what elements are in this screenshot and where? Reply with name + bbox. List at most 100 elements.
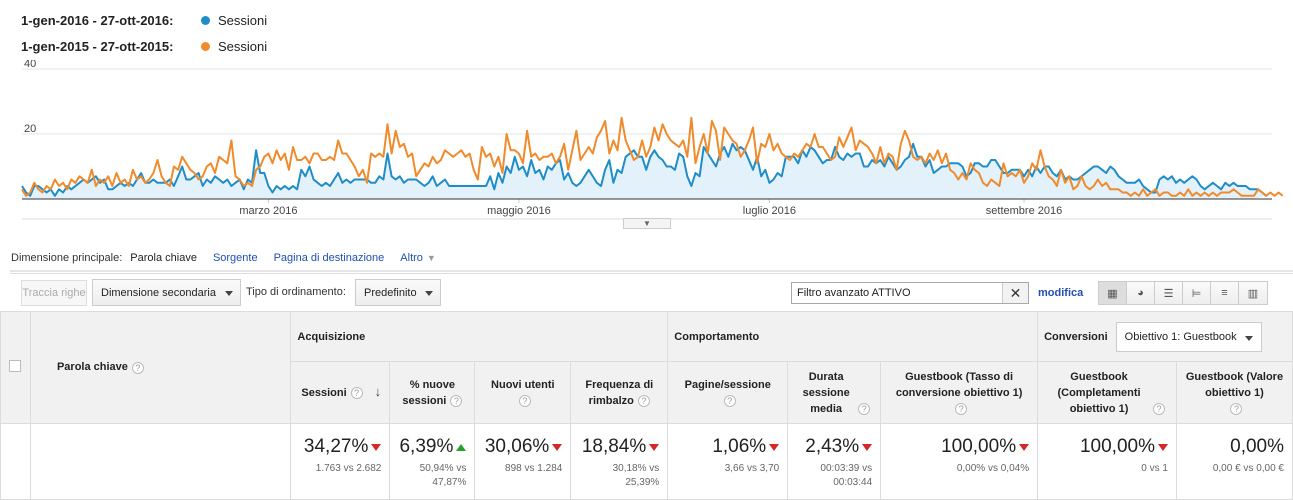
summary-cell-new-users: 30,06% 898 vs 1.284 <box>474 423 572 500</box>
help-icon[interactable]: ? <box>637 394 650 407</box>
column-header-bounce-rate[interactable]: Frequenza di rimbalzo? <box>570 361 669 424</box>
column-header-goal-value[interactable]: Guestbook (Valore obiettivo 1)? <box>1175 361 1293 424</box>
series-line-previous <box>21 116 1284 197</box>
goal-dropdown[interactable]: Obiettivo 1: Guestbook <box>1115 321 1262 352</box>
summary-percent-sessions: 34,27% <box>303 436 369 457</box>
series-line-current <box>21 142 1267 197</box>
column-label-pages-session: Pagine/sessione <box>684 378 771 391</box>
legend-dot-current <box>201 15 210 25</box>
column-label-goal-value: Guestbook (Valore obiettivo 1) <box>1185 370 1284 399</box>
summary-percent-new-sessions: 6,39% <box>399 436 454 457</box>
advanced-filter-text: Filtro avanzato ATTIVO <box>797 287 911 299</box>
group-behavior: Comportamento <box>667 311 1039 362</box>
column-label-new-users: Nuovi utenti <box>491 378 555 391</box>
summary-value-bounce-rate: 18,84% <box>571 436 660 458</box>
primary-dimension-row: Dimensione principale: Parola chiave Sor… <box>11 252 452 264</box>
comparison-view-icon[interactable]: ⊨ <box>1183 282 1211 304</box>
trend-down-icon <box>862 443 873 451</box>
x-tick-label: luglio 2016 <box>743 205 796 217</box>
summary-value-pages-session: 1,06% <box>668 436 780 458</box>
summary-cell-avg-duration: 2,43% 00:03:39 vs 00:03:44 <box>787 423 882 500</box>
chevron-down-icon <box>425 291 433 296</box>
column-header-goal-rate[interactable]: Guestbook (Tasso di conversione obiettiv… <box>880 361 1039 424</box>
legend-series-previous: Sessioni <box>218 38 268 54</box>
summary-percent-pages-session: 1,06% <box>712 436 767 457</box>
dimension-more[interactable]: Altro ▼ <box>400 252 436 264</box>
help-icon[interactable]: ? <box>350 387 363 400</box>
summary-compare-pages-session: 3,66 vs 3,70 <box>724 463 780 474</box>
select-all-cell <box>0 311 31 424</box>
column-header-pages-session[interactable]: Pagine/sessione? <box>667 361 789 424</box>
summary-value-goal-value: 0,00% <box>1177 436 1284 458</box>
sort-type-value: Predefinito <box>364 286 417 299</box>
summary-compare-new-users: 898 vs 1.284 <box>505 463 563 474</box>
summary-cell-new-sessions: 6,39% 50,94% vs 47,87% <box>389 423 476 500</box>
column-header-sessions[interactable]: Sessioni? ↓ <box>290 361 391 424</box>
dimension-keyword[interactable]: Parola chiave <box>130 252 197 264</box>
help-icon[interactable]: ? <box>518 394 531 407</box>
summary-percent-goal-completions: 100,00% <box>1079 436 1155 457</box>
column-label-bounce-rate: Frequenza di rimbalzo <box>585 378 654 407</box>
sort-down-arrow-icon[interactable]: ↓ <box>374 384 382 399</box>
performance-view-icon[interactable]: ☰ <box>1155 282 1183 304</box>
y-tick-label-20: 20 <box>24 123 36 135</box>
conversions-label: Conversioni <box>1044 330 1108 343</box>
legend-range-current: 1-gen-2016 - 27-ott-2016: <box>21 12 174 28</box>
y-tick-label-40: 40 <box>24 60 36 70</box>
summary-checkbox-cell <box>0 423 31 500</box>
series-area-current <box>22 143 1267 199</box>
plot-rows-button[interactable]: Traccia righe <box>21 280 87 306</box>
legend-series-current: Sessioni <box>218 12 268 28</box>
table-view-icon[interactable]: ▦ <box>1099 282 1127 304</box>
chevron-down-icon <box>225 291 233 296</box>
keyword-column-label: Parola chiave <box>56 361 128 374</box>
trend-up-icon <box>456 443 467 451</box>
sort-type-label: Tipo di ordinamento: <box>246 286 346 298</box>
column-header-new-users[interactable]: Nuovi utenti? <box>474 361 572 424</box>
trend-down-icon <box>371 443 382 451</box>
summary-percent-bounce-rate: 18,84% <box>581 436 647 457</box>
column-label-new-sessions: % nuove sessioni <box>402 378 455 407</box>
pivot-view-icon[interactable]: ▥ <box>1239 282 1267 304</box>
summary-value-new-users: 30,06% <box>475 436 563 458</box>
help-icon[interactable]: ? <box>858 402 871 415</box>
term-cloud-view-icon[interactable]: ≡ <box>1211 282 1239 304</box>
summary-cell-goal-value: 0,00% 0,00 € vs 0,00 € <box>1175 423 1293 500</box>
summary-percent-new-users: 30,06% <box>484 436 550 457</box>
group-conversions: Conversioni Obiettivo 1: Guestbook <box>1037 311 1293 362</box>
trend-down-icon <box>1019 443 1030 451</box>
secondary-dimension-dropdown[interactable]: Dimensione secondaria <box>92 279 241 306</box>
x-tick-label: settembre 2016 <box>986 205 1062 217</box>
pie-view-icon[interactable]: ◕ <box>1127 282 1155 304</box>
sort-type-dropdown[interactable]: Predefinito <box>355 279 441 306</box>
legend-range-previous: 1-gen-2015 - 27-ott-2015: <box>21 38 174 54</box>
table-toolbar: Traccia righe Dimensione secondaria Tipo… <box>10 273 1293 311</box>
close-icon[interactable]: ✕ <box>1002 283 1028 303</box>
column-label-sessions: Sessioni <box>301 387 347 399</box>
primary-dimension-label: Dimensione principale: <box>11 252 123 264</box>
modify-filter-link[interactable]: modifica <box>1038 287 1084 299</box>
summary-compare-goal-value: 0,00 € vs 0,00 € <box>1212 463 1284 474</box>
summary-compare-goal-completions: 0 vs 1 <box>1141 463 1168 474</box>
view-switcher: ▦ ◕ ☰ ⊨ ≡ ▥ <box>1098 281 1268 305</box>
column-header-avg-duration[interactable]: Durata sessione media? <box>787 361 882 424</box>
help-icon[interactable]: ? <box>1230 402 1243 415</box>
dimension-source[interactable]: Sorgente <box>212 252 258 264</box>
goal-dropdown-value: Obiettivo 1: Guestbook <box>1124 330 1237 343</box>
summary-compare-bounce-rate: 30,18% vs 25,39% <box>612 463 660 488</box>
keyword-column-header[interactable]: Parola chiave? <box>29 311 292 424</box>
select-all-checkbox[interactable] <box>9 360 22 372</box>
dimension-landing-page[interactable]: Pagina di destinazione <box>273 252 385 264</box>
help-icon[interactable]: ? <box>450 394 463 407</box>
help-icon[interactable]: ? <box>131 361 144 374</box>
help-icon[interactable]: ? <box>955 402 968 415</box>
help-icon[interactable]: ? <box>723 394 736 407</box>
legend-current-period: 1-gen-2016 - 27-ott-2016: Sessioni <box>21 10 267 30</box>
column-header-goal-completions[interactable]: Guestbook (Completamenti obiettivo 1)? <box>1037 361 1177 424</box>
column-header-new-sessions[interactable]: % nuove sessioni? <box>389 361 476 424</box>
help-icon[interactable]: ? <box>1153 402 1166 415</box>
advanced-filter-box[interactable]: Filtro avanzato ATTIVO ✕ <box>791 282 1029 304</box>
chart-collapse-button[interactable]: ▼ <box>623 218 671 229</box>
chevron-down-icon: ▼ <box>426 253 436 263</box>
sessions-line-chart: 40 20 marzo 2016 maggio 2016 luglio 2016 sett… <box>21 60 1284 220</box>
